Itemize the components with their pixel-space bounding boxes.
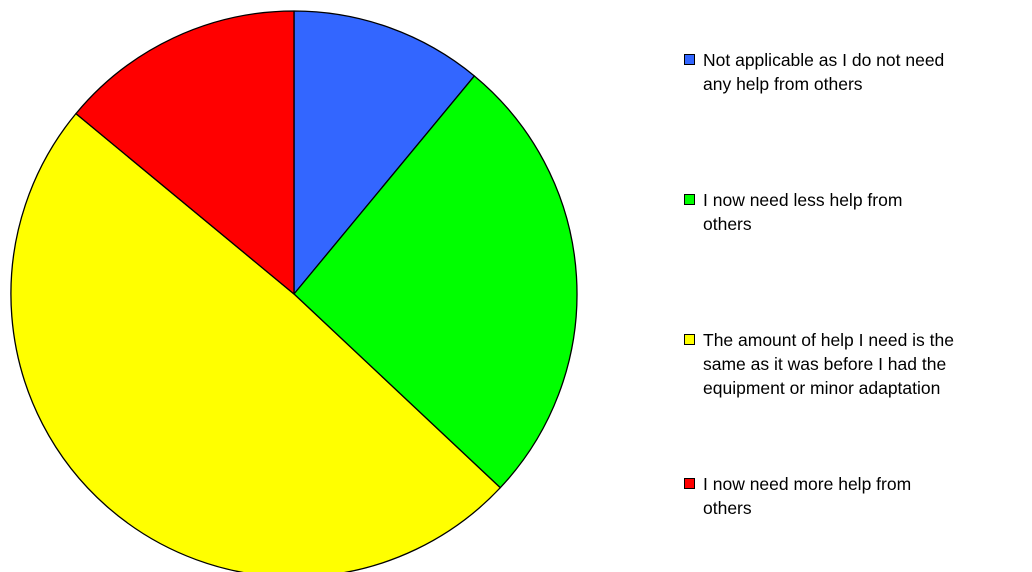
legend-label: I now need less help from others (703, 190, 903, 234)
legend-swatch-green (684, 194, 695, 205)
pie-slice-not-applicable (293, 10, 476, 295)
pie-slice-same-help (10, 112, 501, 572)
pie-plot-area (10, 10, 578, 572)
pie-slice-more-help (75, 10, 295, 295)
legend-swatch-red (684, 478, 695, 489)
legend-swatch-yellow (684, 334, 695, 345)
legend-label: The amount of help I need is the same as… (703, 330, 954, 398)
legend-label: I now need more help from others (703, 474, 912, 518)
legend-label: Not applicable as I do not need any help… (703, 50, 945, 94)
pie-slice-less-help (293, 75, 578, 489)
legend-swatch-blue (684, 54, 695, 65)
